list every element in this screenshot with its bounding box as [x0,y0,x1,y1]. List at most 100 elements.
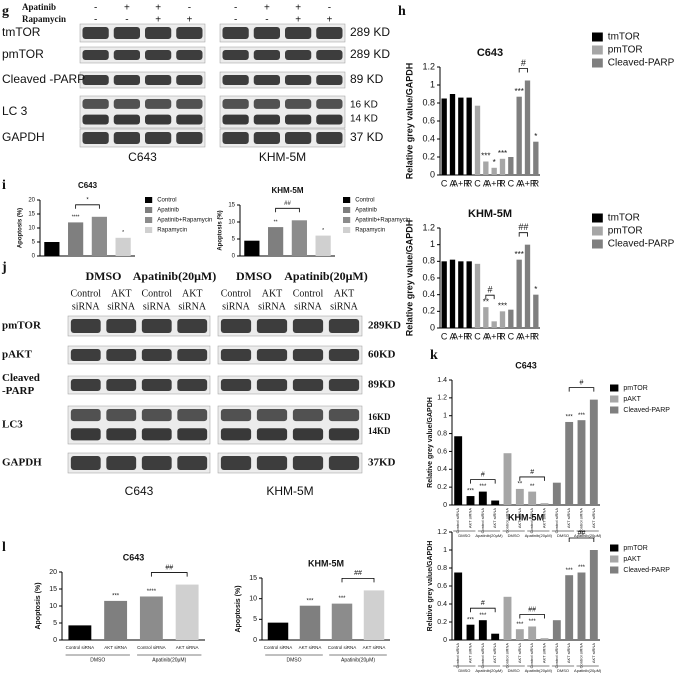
blot-band [253,132,280,144]
blot-band [177,319,208,333]
blot-band [141,379,172,391]
y-tick-label: 1 [430,79,435,89]
lane-label: siRNA [72,301,101,312]
significance-label: *** [566,568,574,574]
blot-band [176,27,203,39]
blot-strip [79,71,206,89]
x-tick-label: Control siRNA [579,508,584,534]
legend-swatch [610,384,619,392]
chart-title: KHM-5M [308,558,344,568]
legend-swatch [610,406,619,414]
legend-label: pmTOR [623,545,647,552]
blot-strip [67,375,211,395]
blot-band [285,75,312,85]
significance-label: *** [498,149,507,158]
bar [299,605,321,640]
blot-band [292,428,324,441]
legend-swatch [145,197,153,203]
significance-label: *** [306,598,314,604]
x-tick-label: Control siRNA [554,643,559,669]
y-tick-label: 0.4 [422,289,435,299]
lane-label: siRNA [143,301,172,312]
y-tick-label: 5 [232,237,236,243]
bar [515,629,524,640]
significance-label: *** [481,152,490,161]
x-tick-label: C [474,331,481,341]
blot-band [141,349,172,361]
blot-band [222,27,249,39]
bar [363,590,385,640]
blot-band [106,409,137,422]
blot-band [256,349,288,361]
y-tick-label: 0.8 [437,430,447,437]
blot-strip [67,315,211,337]
treatment-sign: - [94,3,97,14]
group-label: Apatinib(20μM) [475,668,503,673]
y-tick-label: 10 [28,226,35,232]
bar [516,259,522,328]
blot-band [113,50,140,60]
treatment-sign: + [155,3,161,14]
bracket-label: ## [354,570,362,577]
blot-band [316,50,343,60]
blot-band [328,456,360,470]
blot-band [82,99,109,109]
legend-swatch [343,207,351,213]
treatment-sign: + [186,15,192,26]
treatment-label: Apatinib(20μM) [284,269,367,283]
blot-band [141,428,172,441]
lane-label: siRNA [294,301,323,312]
blot-size-label: 14 KD [350,114,378,125]
x-tick-label: AKT siRNA [517,643,522,663]
blot-band [253,114,280,125]
blot-band [176,99,203,109]
legend-swatch [610,566,619,574]
blot-band [316,114,343,125]
y-tick-label: 0.4 [437,601,447,608]
significance-label: ** [483,297,489,306]
legend-swatch [592,239,603,249]
y-axis-label: Apoptosis (%) [35,582,42,629]
treatment-label: DMSO [86,269,122,283]
blot-band [106,428,137,441]
y-tick-label: 1.2 [437,395,447,402]
blot-size-label: 89KD [368,379,396,391]
blot-band [253,27,280,39]
y-tick-label: 0 [430,322,435,332]
blot-band [220,349,252,361]
blot-band [220,319,252,333]
treatment-label: Rapamycin [22,14,66,24]
bar [91,216,107,256]
x-tick-label: Control siRNA [505,643,510,669]
significance-label: * [534,285,537,294]
bar [315,235,331,256]
y-tick-label: 15 [228,203,235,209]
group-label: DMSO [90,657,105,663]
blot-band [292,379,324,391]
y-tick-label: 0.2 [437,484,447,491]
chart-title: C643 [515,360,537,370]
lane-label: AKT [111,288,132,299]
blot-band [176,114,203,125]
blot-band [285,114,312,125]
y-tick-label: 5 [253,616,257,623]
bar [441,98,447,175]
y-tick-label: 10 [49,603,57,610]
blot-band [145,114,172,125]
blot-band [113,132,140,144]
y-tick-label: 1 [443,547,447,554]
blot-size-label: 14KD [368,426,391,436]
bar [474,105,481,175]
panel-label: j [1,260,7,275]
x-tick-label: AKT siRNA [176,645,199,650]
legend-swatch [592,45,603,55]
bar [540,503,549,505]
blot-size-label: 37KD [368,457,396,469]
bar [478,620,487,640]
legend-label: tmTOR [608,213,640,224]
blot-band [106,456,137,470]
blot-size-label: 60KD [368,349,396,361]
bracket [75,204,100,209]
treatment-sign: + [295,15,301,26]
x-tick-label: Control siRNA [529,643,534,669]
